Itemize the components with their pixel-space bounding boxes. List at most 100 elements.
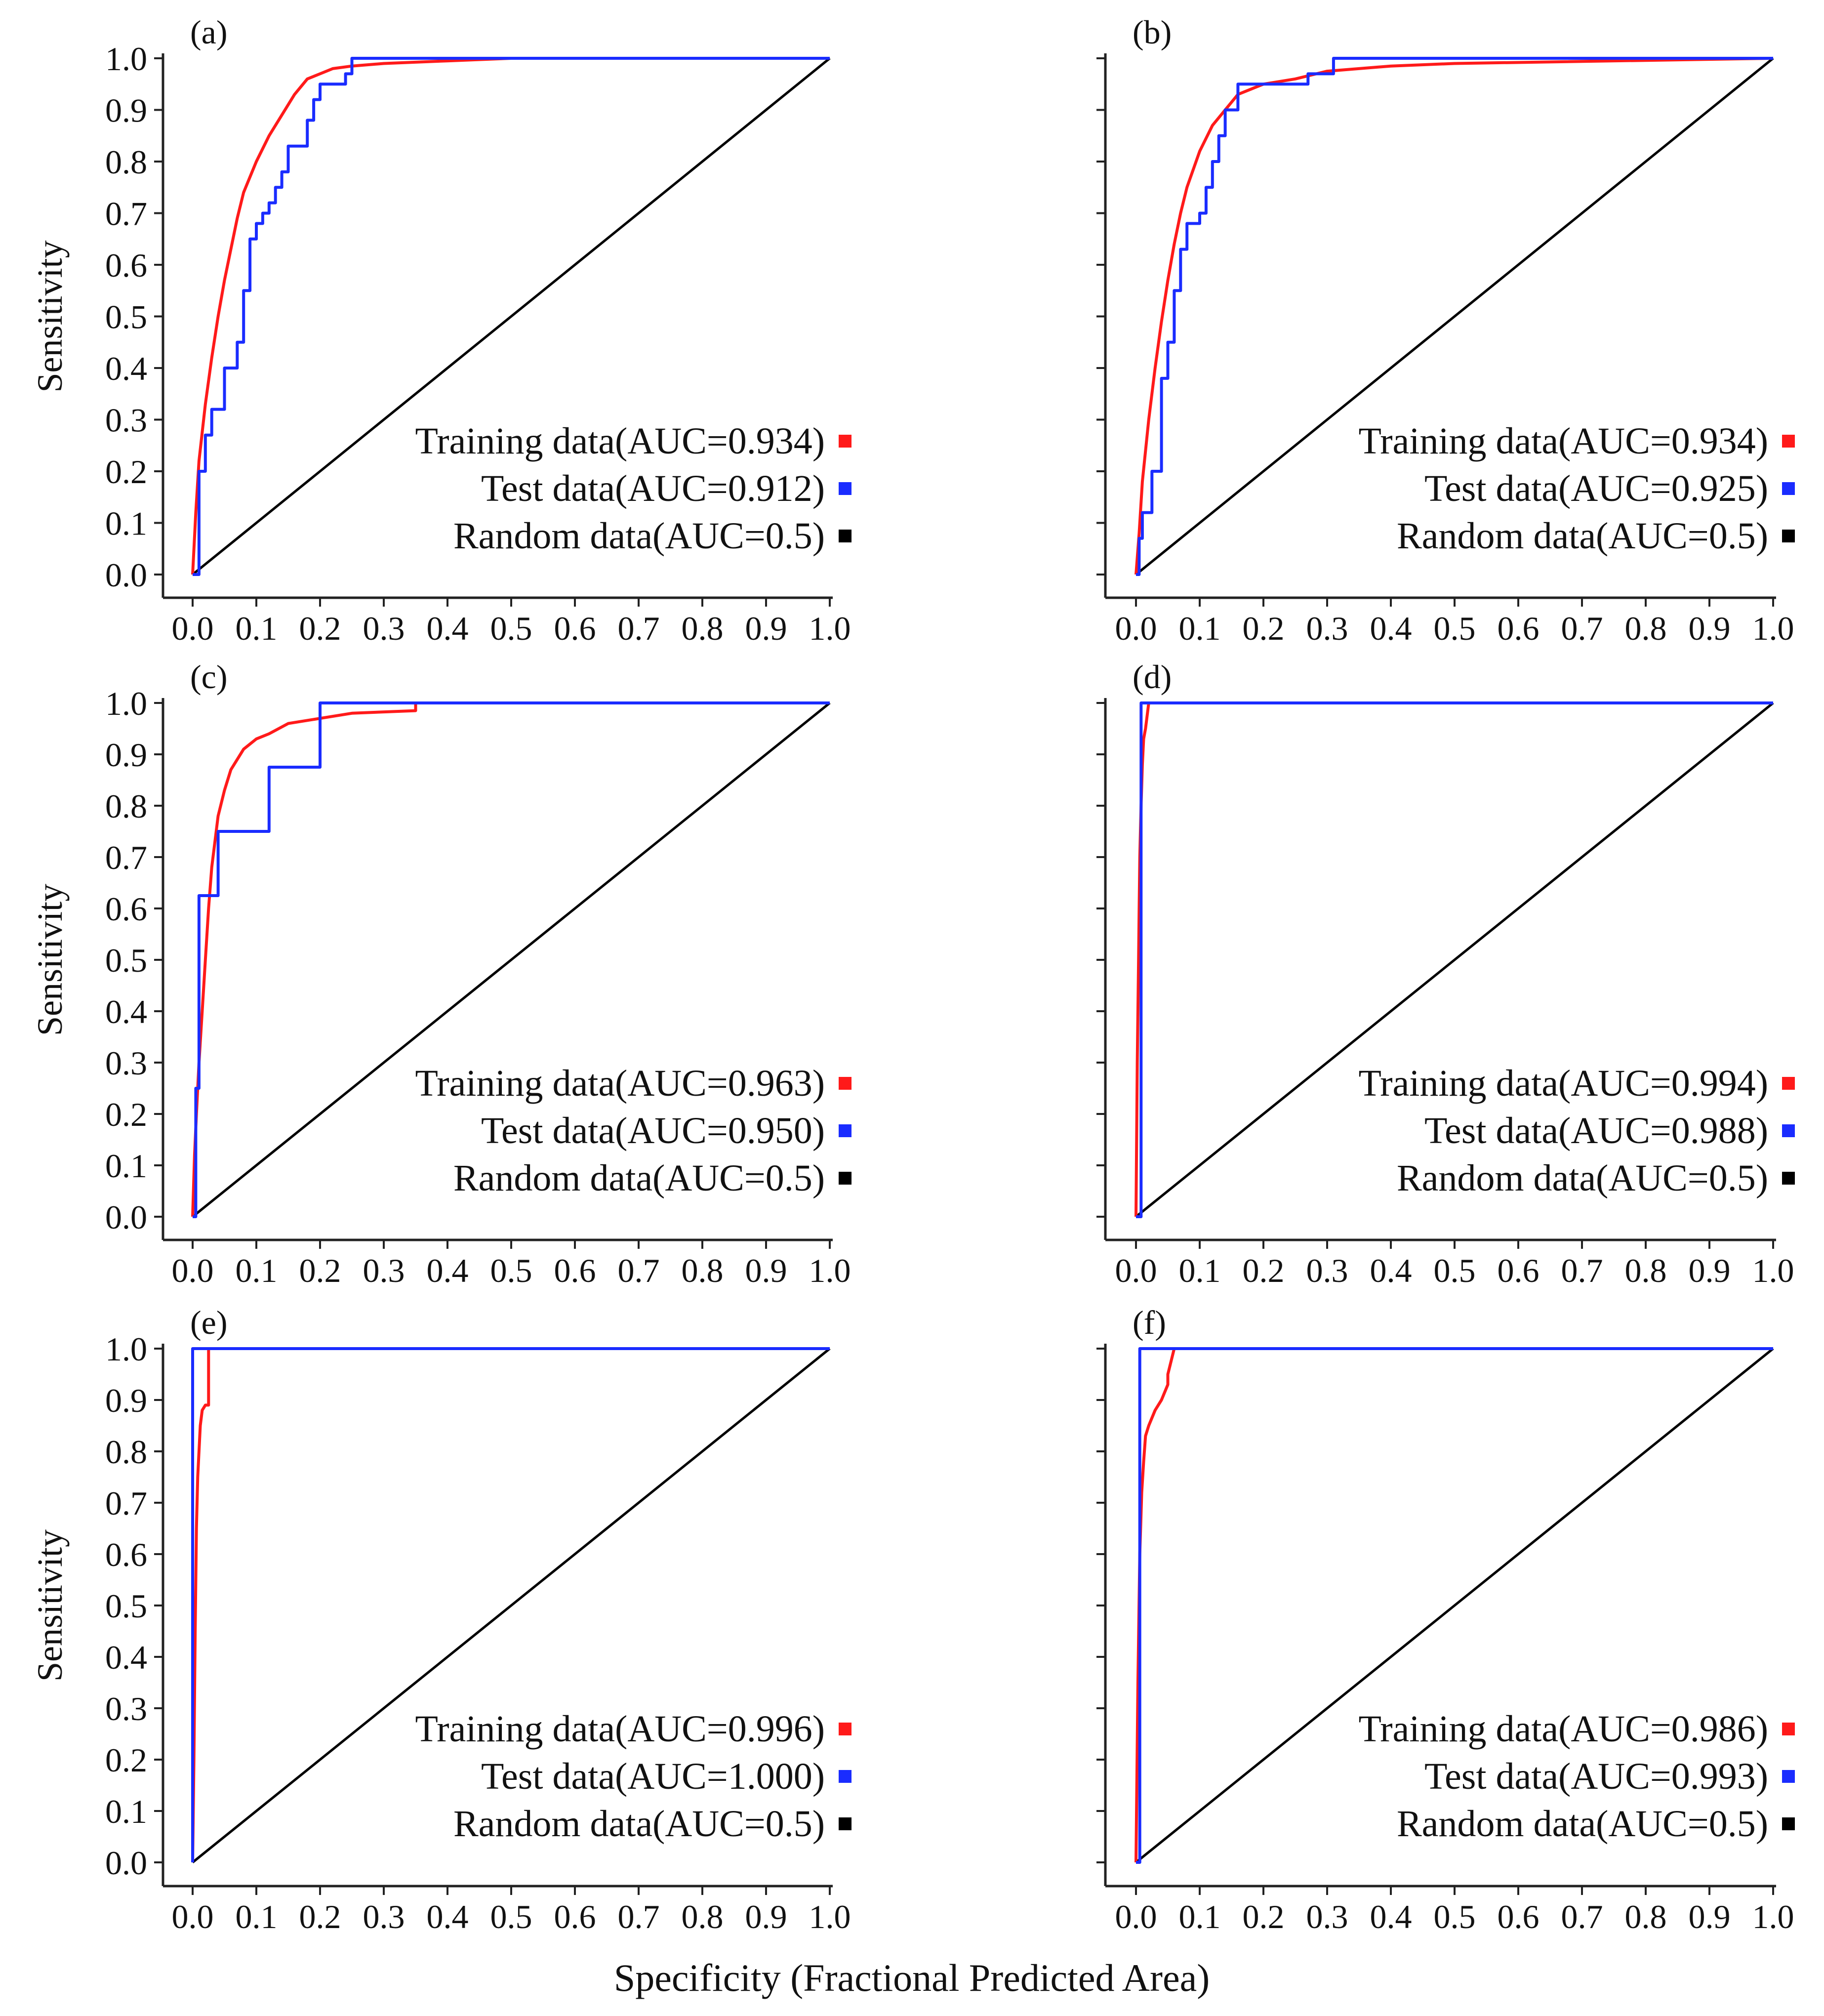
x-tick-label: 0.4 (427, 1252, 469, 1289)
x-tick-label: 1.0 (1752, 1252, 1794, 1289)
legend-swatch (1782, 1723, 1795, 1735)
legend-entry-label: Training data(AUC=0.934) (1358, 420, 1768, 462)
legend-entry-label: Random data(AUC=0.5) (1397, 1157, 1768, 1199)
x-tick-label: 0.8 (1625, 1252, 1667, 1289)
legend-swatch (1782, 1817, 1795, 1830)
x-tick-label: 0.8 (1625, 610, 1667, 647)
x-tick-label: 0.3 (1306, 610, 1348, 647)
chart-panel-3: 0.0 0.1 0.2 0.3 0.4 0.5 0.6 0.7 0.8 0.9 1.0 0.0 0.1 0… (30, 658, 851, 1289)
x-tick-label: 0.6 (1498, 610, 1540, 647)
y-tick-label: 0.2 (105, 1096, 147, 1133)
legend-swatch (839, 1817, 851, 1830)
y-tick-label: 0.1 (105, 1147, 147, 1185)
chart-panel-4: 0.0 0.1 0.2 0.3 0.4 0.5 0.6 0.7 0.8 0.9 1.0 (d) Trai… (1096, 658, 1795, 1289)
x-tick-label: 0.7 (1561, 610, 1603, 647)
x-tick-label: 0.6 (1498, 1252, 1540, 1289)
x-tick-label: 0.2 (1243, 1252, 1285, 1289)
test-roc-line (193, 701, 830, 1218)
legend-swatch (1782, 530, 1795, 542)
x-tick-label: 0.1 (236, 1898, 278, 1935)
legend-swatch (1782, 482, 1795, 495)
x-tick-label: 0.4 (1370, 1898, 1412, 1935)
y-tick-label: 0.3 (105, 1690, 147, 1728)
y-tick-label: 0.1 (105, 1793, 147, 1830)
x-tick-label: 0.0 (172, 1898, 214, 1935)
x-tick-label: 0.3 (1306, 1898, 1348, 1935)
x-tick-label: 0.1 (236, 610, 278, 647)
legend-swatch (1782, 1077, 1795, 1090)
legend-entry-label: Test data(AUC=0.925) (1424, 468, 1768, 509)
x-tick-label: 0.1 (1179, 1252, 1221, 1289)
x-tick-label: 0.0 (172, 1252, 214, 1289)
legend-swatch (1782, 435, 1795, 448)
y-tick-label: 0.6 (105, 1536, 147, 1573)
y-tick-label: 0.4 (105, 350, 147, 387)
x-tick-label: 1.0 (1752, 610, 1794, 647)
y-tick-label: 1.0 (105, 1330, 147, 1368)
figure-xlabel: Specificity (Fractional Predicted Area) (614, 1956, 1210, 1999)
x-tick-label: 0.4 (427, 610, 469, 647)
x-tick-label: 0.0 (172, 610, 214, 647)
legend-swatch (839, 482, 851, 495)
y-tick-label: 0.0 (105, 556, 147, 594)
y-axis-label: Sensitivity (30, 240, 70, 392)
legend-swatch (839, 1723, 851, 1735)
x-tick-label: 0.9 (1689, 610, 1731, 647)
legend-entry-label: Random data(AUC=0.5) (1397, 1803, 1768, 1845)
legend-swatch (839, 1077, 851, 1090)
random-diagonal-line (1135, 57, 1774, 576)
legend-entry-label: Training data(AUC=0.963) (415, 1063, 825, 1104)
y-tick-label: 0.0 (105, 1198, 147, 1236)
test-roc-line (191, 1347, 830, 1862)
chart-panel-6: 0.0 0.1 0.2 0.3 0.4 0.5 0.6 0.7 0.8 0.9 1.0 (f) Trai… (1096, 1304, 1795, 1935)
legend-entry-label: Random data(AUC=0.5) (453, 1803, 825, 1845)
legend-entry-label: Test data(AUC=0.912) (481, 468, 825, 509)
x-tick-label: 1.0 (809, 610, 851, 647)
x-tick-label: 0.5 (1434, 1898, 1476, 1935)
x-tick-label: 0.9 (1689, 1898, 1731, 1935)
x-tick-label: 0.3 (363, 1898, 405, 1935)
x-tick-label: 0.3 (1306, 1252, 1348, 1289)
legend-swatch (839, 435, 851, 448)
x-tick-label: 0.9 (1689, 1252, 1731, 1289)
random-diagonal-line (192, 702, 831, 1218)
legend-entry-label: Random data(AUC=0.5) (453, 1157, 825, 1199)
random-diagonal-line (1135, 702, 1774, 1218)
x-tick-label: 0.7 (618, 1252, 660, 1289)
legend-swatch (839, 1770, 851, 1783)
y-axis-label: Sensitivity (30, 884, 70, 1036)
x-tick-label: 0.5 (1434, 610, 1476, 647)
random-diagonal-line (1135, 1348, 1774, 1863)
y-tick-label: 0.6 (105, 247, 147, 284)
legend-swatch (839, 530, 851, 542)
y-tick-label: 0.7 (105, 1484, 147, 1522)
legend-swatch (839, 1172, 851, 1185)
x-tick-label: 0.3 (363, 610, 405, 647)
y-tick-label: 0.8 (105, 1433, 147, 1471)
x-tick-label: 0.2 (299, 1898, 341, 1935)
x-tick-label: 0.0 (1115, 610, 1157, 647)
panel-tag: (f) (1133, 1304, 1166, 1341)
chart-panel-5: 0.0 0.1 0.2 0.3 0.4 0.5 0.6 0.7 0.8 0.9 1.0 0.0 0.1 0… (30, 1304, 851, 1935)
x-tick-label: 1.0 (809, 1252, 851, 1289)
x-tick-label: 0.7 (1561, 1252, 1603, 1289)
y-tick-label: 0.5 (105, 298, 147, 336)
x-tick-label: 0.0 (1115, 1898, 1157, 1935)
y-tick-label: 0.4 (105, 1639, 147, 1676)
random-diagonal-line (192, 57, 831, 576)
x-tick-label: 0.9 (745, 1898, 787, 1935)
x-tick-label: 0.9 (745, 1252, 787, 1289)
y-tick-label: 0.4 (105, 993, 147, 1030)
test-roc-line (193, 57, 830, 576)
y-tick-label: 0.5 (105, 1587, 147, 1625)
panel-tag: (b) (1133, 13, 1172, 51)
test-roc-line (1136, 57, 1773, 576)
y-tick-label: 1.0 (105, 685, 147, 722)
panels-layer: 0.0 0.1 0.2 0.3 0.4 0.5 0.6 0.7 0.8 0.9 1.0 0.0 0.1 0… (30, 13, 1795, 1935)
x-tick-label: 0.0 (1115, 1252, 1157, 1289)
panel-tag: (d) (1133, 658, 1172, 696)
y-tick-label: 0.3 (105, 1044, 147, 1082)
test-roc-line (1136, 1347, 1773, 1864)
x-tick-label: 0.5 (490, 610, 532, 647)
